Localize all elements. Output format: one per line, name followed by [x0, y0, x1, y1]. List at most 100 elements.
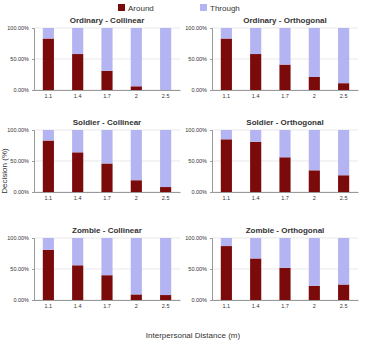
panel: 0.00%50.00%100.00%1.11.41.722.5 Ordinary … — [7, 16, 180, 99]
y-tick: 50.00% — [10, 266, 34, 272]
grid — [34, 238, 180, 300]
bar-segment — [338, 285, 349, 301]
bar-segment — [221, 139, 232, 192]
bar-segment — [221, 130, 232, 139]
tick-label: 1.1 — [45, 93, 53, 99]
axis-line — [32, 239, 35, 301]
bar-segment — [43, 141, 54, 192]
bar-segment — [160, 238, 171, 295]
panel-title: Zombie - Collinear — [72, 226, 142, 235]
tick-mark — [210, 59, 212, 60]
x-tick: 1.7 — [281, 300, 289, 309]
bar-segment — [221, 28, 232, 39]
bar-segment — [309, 286, 320, 300]
bar-segment — [250, 130, 261, 142]
y-tick: 50.00% — [10, 158, 34, 164]
bar-segment — [101, 275, 112, 300]
panel: 0.00%50.00%100.00% 1.1 1.4 1.7 2 2.5 Soldier -… — [185, 118, 358, 201]
y-tick: 0.00% — [13, 189, 34, 195]
bar-segment — [221, 39, 232, 90]
y-axis: 0.00%50.00%100.00% — [7, 25, 34, 93]
tick-mark — [210, 28, 212, 29]
tick-label: 50.00% — [10, 158, 29, 164]
figure: 0.00% 50.00% 100.00% 1.1 1.4 1.7 2 2.5 Ordinary … — [0, 0, 366, 342]
x-tick: 1.1 — [223, 192, 231, 201]
grid — [34, 28, 180, 90]
bar-segment — [43, 130, 54, 141]
bar-segment — [131, 238, 142, 294]
bar-segment — [101, 28, 112, 71]
tick-label: 1.7 — [103, 93, 111, 99]
y-axis-title: Decision (%) — [0, 148, 9, 194]
tick-label: 2 — [313, 93, 316, 99]
bar-segment — [160, 130, 171, 187]
grid — [212, 238, 358, 300]
x-tick: 2.5 — [162, 300, 170, 309]
x-tick: 2.5 — [340, 90, 348, 99]
tick-mark — [210, 130, 212, 131]
tick-label: 100.00% — [185, 235, 207, 241]
tick-label: 0.00% — [13, 189, 29, 195]
y-axis: 0.00% 50.00% 100.00% — [7, 235, 34, 303]
grid — [34, 130, 180, 192]
y-tick: 100.00% — [185, 25, 212, 31]
y-tick: 50.00% — [188, 266, 212, 272]
y-axis: 0.00%50.00%100.00% — [185, 25, 212, 93]
tick-mark — [32, 90, 34, 91]
bar-segment — [101, 71, 112, 90]
tick-label: 1.4 — [74, 195, 82, 201]
tick-label: 50.00% — [10, 266, 29, 272]
tick-mark — [210, 300, 212, 301]
tick-label: 1.7 — [281, 93, 289, 99]
grid — [212, 130, 358, 192]
x-axis: 1.11.41.722.5 — [35, 90, 181, 99]
bar-segment — [43, 250, 54, 300]
axis-line — [32, 131, 35, 193]
bar-segment — [250, 142, 261, 192]
x-tick: 1.7 — [281, 192, 289, 201]
panel: 0.00%50.00%100.00%1.11.41.722.5Soldier -… — [7, 118, 180, 201]
x-tick: 2 — [313, 192, 316, 201]
tick-label: 1.1 — [223, 93, 231, 99]
x-tick: 1.1 — [45, 90, 53, 99]
tick-mark — [210, 90, 212, 91]
y-tick: 0.00% — [13, 87, 34, 93]
bars — [43, 130, 171, 192]
x-tick: 2 — [135, 192, 138, 201]
bar-segment — [279, 130, 290, 157]
bar-segment — [250, 28, 261, 54]
panel-title: Soldier - Orthogonal — [246, 118, 323, 127]
legend-label: Through — [210, 4, 240, 13]
tick-label: 100.00% — [185, 25, 207, 31]
bar-segment — [309, 170, 320, 192]
bar-segment — [43, 28, 54, 39]
tick-label: 1.4 — [74, 303, 82, 309]
tick-label: 1.1 — [223, 195, 231, 201]
x-tick: 2.5 — [340, 192, 348, 201]
bar-segment — [131, 86, 142, 90]
axis-line — [35, 90, 181, 91]
tick-mark — [32, 192, 34, 193]
bar-segment — [338, 130, 349, 175]
bar-segment — [309, 238, 320, 286]
y-axis: 0.00%50.00%100.00% — [185, 127, 212, 195]
x-tick: 1.4 — [252, 192, 260, 201]
bar-segment — [72, 238, 83, 265]
tick-label: 1.7 — [103, 303, 111, 309]
y-tick: 100.00% — [7, 235, 34, 241]
panel: 0.00%50.00%100.00%1.11.41.722.5Ordinary … — [185, 16, 358, 99]
bar-segment — [43, 238, 54, 250]
tick-mark — [32, 59, 34, 60]
y-tick: 100.00% — [185, 235, 212, 241]
x-axis: 1.1 1.4 1.7 2 2.5 — [213, 192, 359, 201]
panel-title: Ordinary - Collinear — [70, 16, 145, 25]
axis-line — [35, 300, 181, 301]
x-tick: 2.5 — [162, 90, 170, 99]
tick-label: 2 — [313, 303, 316, 309]
tick-label: 0.00% — [191, 297, 207, 303]
legend-swatch — [200, 4, 207, 11]
y-axis: 0.00% 50.00% 100.00% — [185, 235, 212, 303]
tick-label: 2 — [135, 195, 138, 201]
bar-segment — [131, 180, 142, 192]
tick-label: 0.00% — [13, 297, 29, 303]
